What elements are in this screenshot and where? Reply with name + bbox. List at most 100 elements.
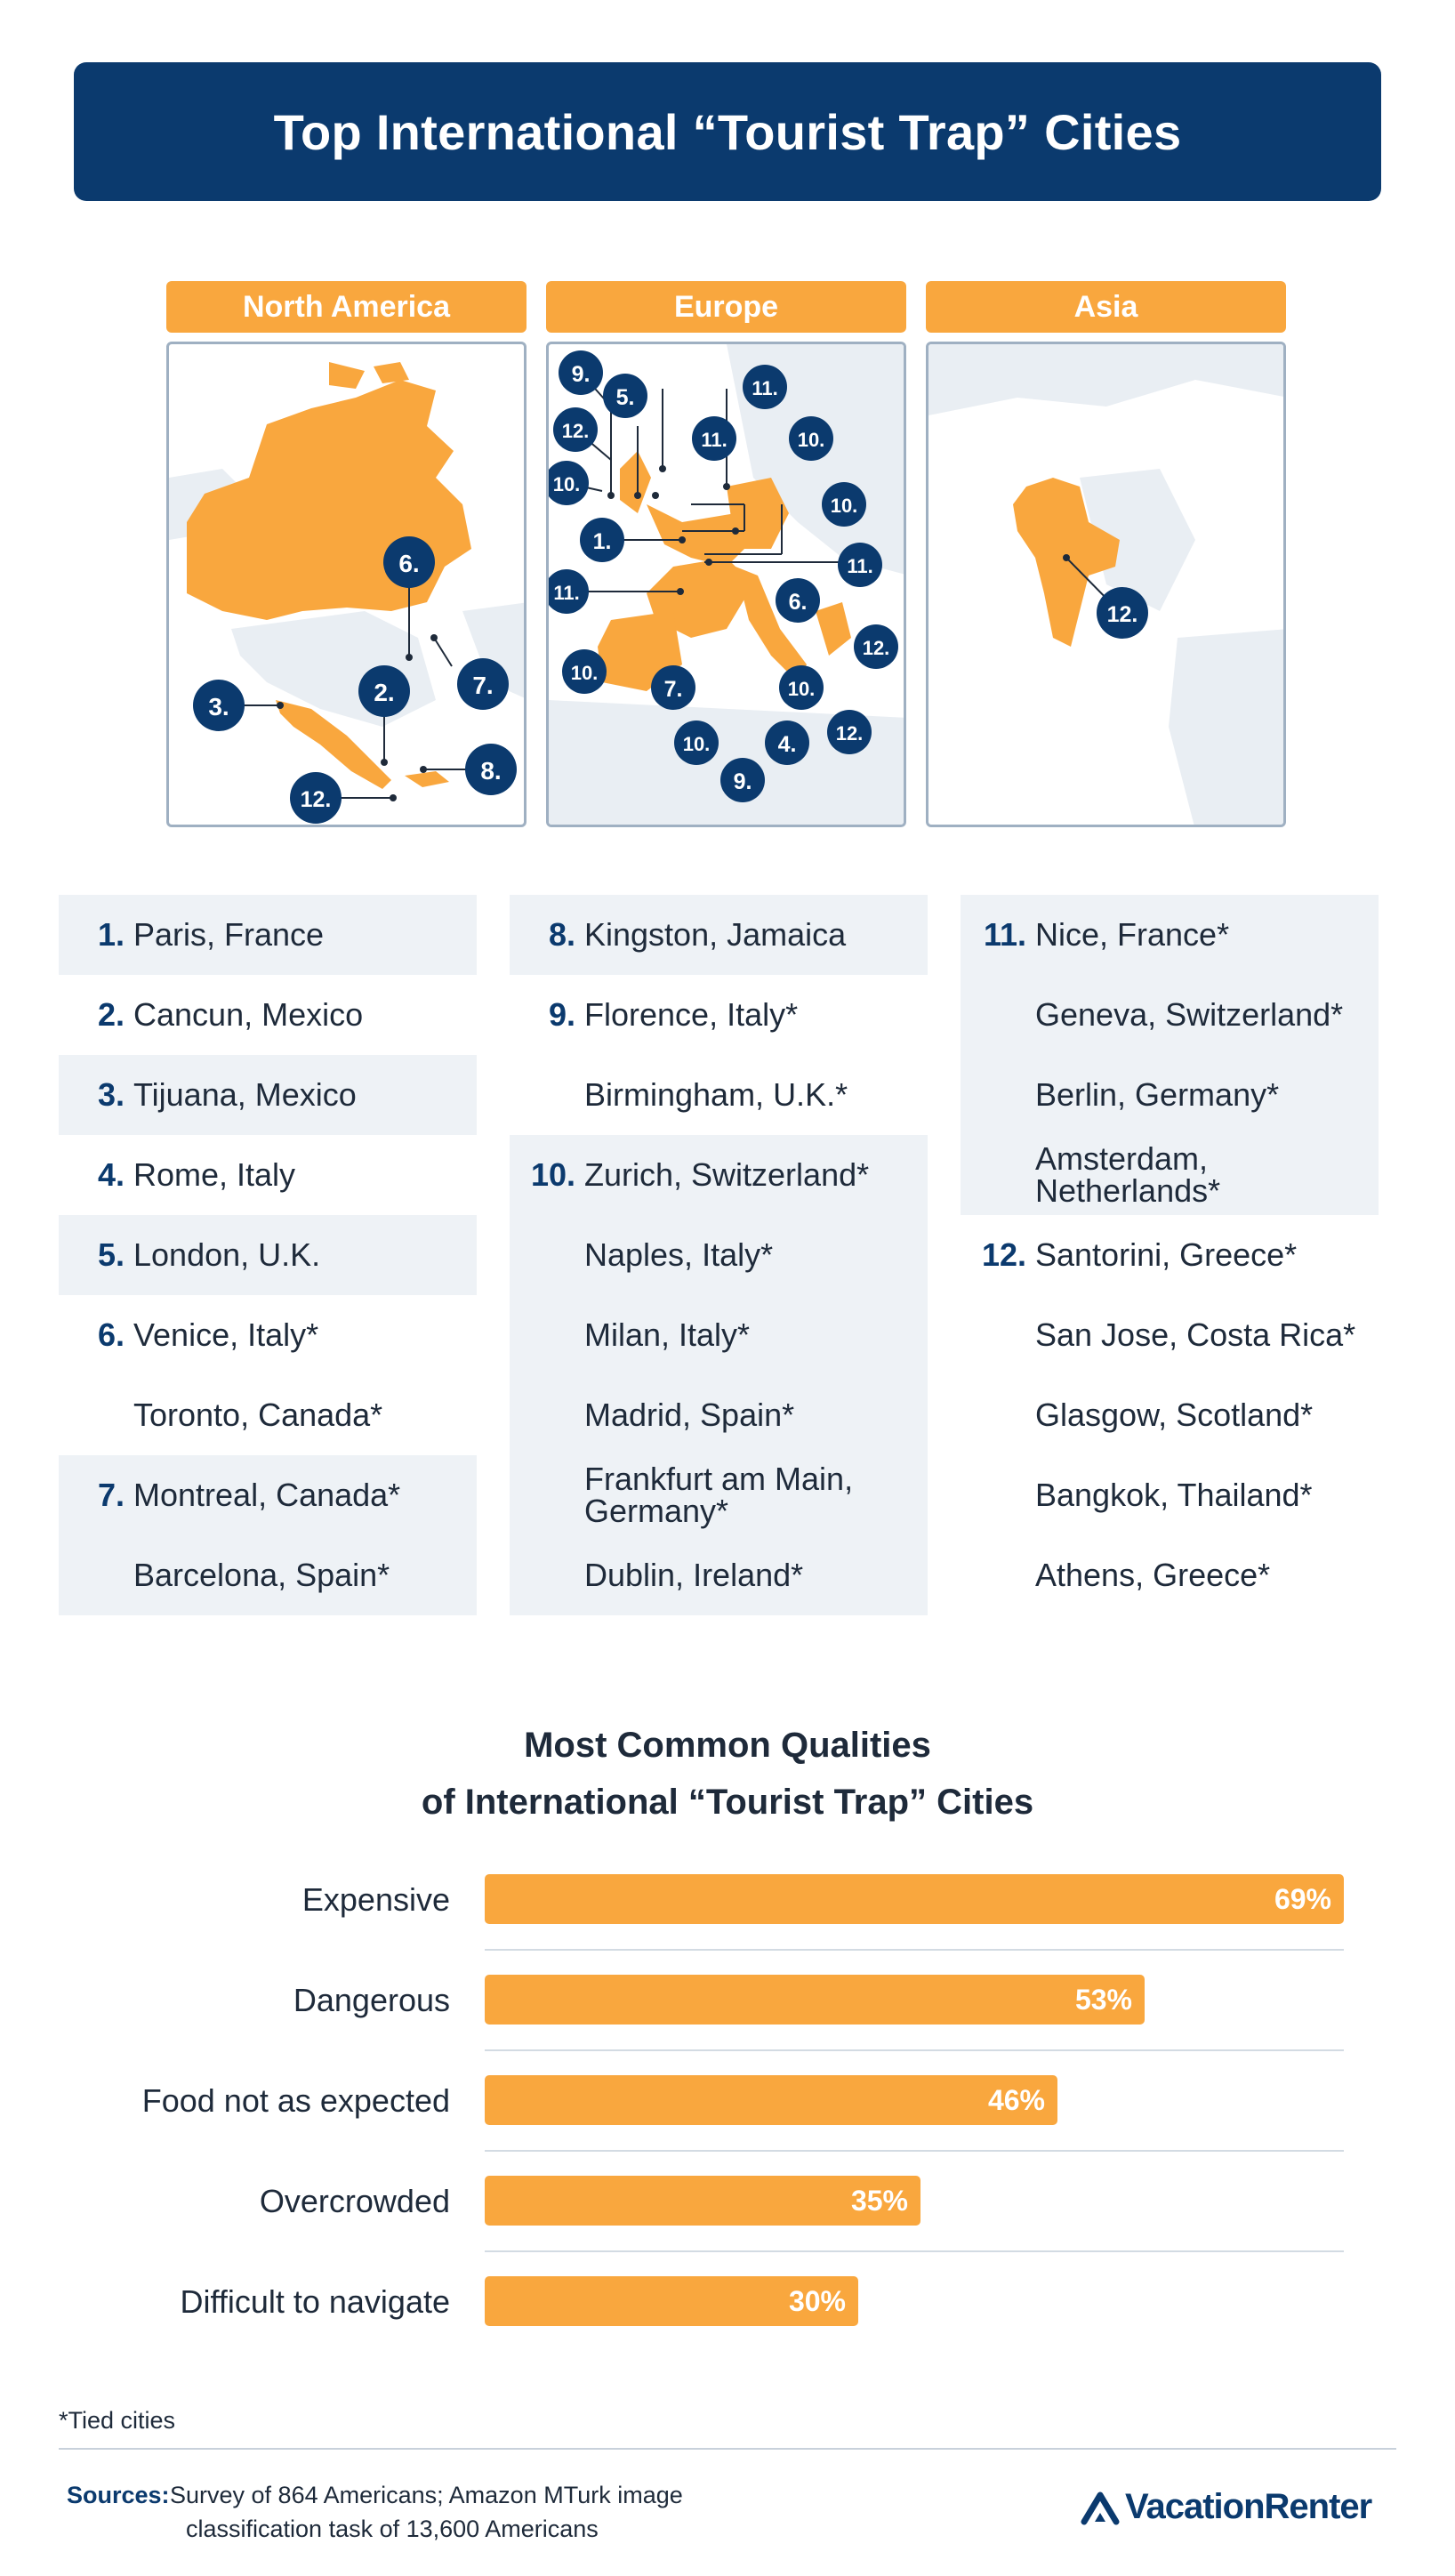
bar-row: Dangerous 53% [0,1950,1455,2051]
region-label-asia: Asia [926,281,1286,333]
rank-row: San Jose, Costa Rica* [961,1295,1379,1375]
marker-eu-9b: 9. [720,758,765,802]
rank-city: Bangkok, Thailand* [1035,1477,1313,1513]
rank-row: Dublin, Ireland* [510,1535,928,1615]
bar-row: Expensive 69% [0,1849,1455,1951]
bar-row: Food not as expected 46% [0,2050,1455,2152]
marker-eu-5: 5. [603,374,647,418]
svg-text:12.: 12. [836,722,864,745]
bar-value-label: 53% [1074,1983,1132,2016]
bar-separator [485,1949,1344,1951]
bar: 35% [485,2176,920,2226]
rank-number: 1. [97,916,125,953]
sources-label: Sources: [67,2482,170,2508]
marker-eu-11c: 11. [838,543,882,587]
marker-eu-11b: 11. [692,416,736,461]
marker-asia-12: 12. [1097,587,1148,639]
rank-city: Geneva, Switzerland* [1035,996,1344,1033]
rank-row: Geneva, Switzerland* [961,975,1379,1055]
marker-eu-11a: 11. [743,365,787,409]
rank-city: Rome, Italy [133,1156,296,1193]
marker-na-6: 6. [383,536,435,588]
rank-row: 5. London, U.K. [59,1215,477,1295]
svg-text:11.: 11. [752,377,777,399]
bar-category-label: Food not as expected [141,2081,450,2119]
rank-row: 6. Venice, Italy* [59,1295,477,1375]
svg-text:12.: 12. [863,637,890,659]
bar-value-label: 46% [987,2083,1045,2116]
bar-separator [485,2150,1344,2152]
svg-text:4.: 4. [778,732,797,757]
svg-text:12.: 12. [301,787,332,812]
rank-city: Paris, France [133,916,325,953]
rank-city: Dublin, Ireland* [584,1557,804,1593]
svg-text:10.: 10. [571,662,599,684]
bar: 69% [485,1874,1344,1924]
rank-number: 10. [530,1156,575,1193]
rank-row: Madrid, Spain* [510,1375,928,1455]
marker-eu-1: 1. [580,518,624,562]
svg-text:9.: 9. [734,769,752,794]
rank-city: London, U.K. [133,1236,321,1273]
tied-cities-footnote: *Tied cities [59,2407,176,2434]
chart-title-line-2: of International “Tourist Trap” Cities [421,1783,1034,1822]
marker-na-7: 7. [457,658,509,710]
marker-eu-10e: 10. [779,665,824,710]
title-banner: Top International “Tourist Trap” Cities [74,62,1381,201]
rank-city: Madrid, Spain* [584,1397,795,1433]
svg-text:8.: 8. [480,757,501,785]
svg-text:2.: 2. [374,679,394,706]
rank-number: 7. [97,1477,125,1513]
rank-city: Florence, Italy* [584,996,799,1033]
rank-city: Barcelona, Spain* [133,1557,390,1593]
bar-separator [485,2250,1344,2252]
rank-city: Nice, France* [1035,916,1230,953]
rank-row: 1. Paris, France [59,895,477,975]
rank-row: 7. Montreal, Canada* [59,1455,477,1535]
rank-row: Naples, Italy* [510,1215,928,1295]
svg-text:6.: 6. [789,590,808,615]
marker-eu-6: 6. [776,578,820,623]
rank-number: 9. [548,996,575,1033]
rank-row: Barcelona, Spain* [59,1535,477,1615]
rank-number: 4. [97,1156,125,1193]
rank-number: 12. [981,1236,1026,1273]
marker-eu-12a: 12. [553,407,598,452]
map-north-america: 6. 3. 2. 7. 8. 12. [166,342,527,827]
rank-city: Birmingham, U.K.* [584,1076,848,1113]
marker-na-8: 8. [465,744,517,795]
rank-number: 8. [548,916,575,953]
rank-row: Frankfurt am Main, Germany* [510,1455,928,1535]
bar: 53% [485,1975,1145,2025]
north-america-markers: 6. 3. 2. 7. 8. 12. [193,536,517,824]
rank-row: 3. Tijuana, Mexico [59,1055,477,1135]
marker-na-12: 12. [290,772,342,824]
rank-row: Glasgow, Scotland* [961,1375,1379,1455]
svg-text:11.: 11. [847,555,872,577]
rank-city: Berlin, Germany* [1035,1076,1280,1113]
svg-text:12.: 12. [1107,602,1138,627]
brand-logo: VacationRenter [1081,2487,1372,2527]
marker-na-2: 2. [358,665,410,717]
rank-row: 9. Florence, Italy* [510,975,928,1055]
svg-text:10.: 10. [683,733,711,755]
rank-city: Frankfurt am Main, Germany* [584,1461,854,1529]
bar-value-label: 30% [788,2284,846,2317]
rank-city: Toronto, Canada* [133,1397,383,1433]
marker-na-3: 3. [193,680,245,731]
rank-city: Montreal, Canada* [133,1477,401,1513]
marker-eu-12c: 12. [827,710,872,754]
rank-row: 12. Santorini, Greece* [961,1215,1379,1295]
rank-row: 10. Zurich, Switzerland* [510,1135,928,1215]
chart-title: Most Common Qualities of International “… [267,1717,1188,1831]
map-europe: 9. 5. 11. 12. 11. 10. 10. 10. 1. 11. 11.… [546,342,906,827]
rank-number: 5. [97,1236,125,1273]
rank-city: Naples, Italy* [584,1236,774,1273]
rank-row: Bangkok, Thailand* [961,1455,1379,1535]
rank-number: 3. [97,1076,125,1113]
svg-text:12.: 12. [562,420,590,442]
rank-city: Cancun, Mexico [133,996,364,1033]
svg-text:10.: 10. [788,678,816,700]
svg-text:3.: 3. [208,693,229,720]
rank-row: Athens, Greece* [961,1535,1379,1615]
